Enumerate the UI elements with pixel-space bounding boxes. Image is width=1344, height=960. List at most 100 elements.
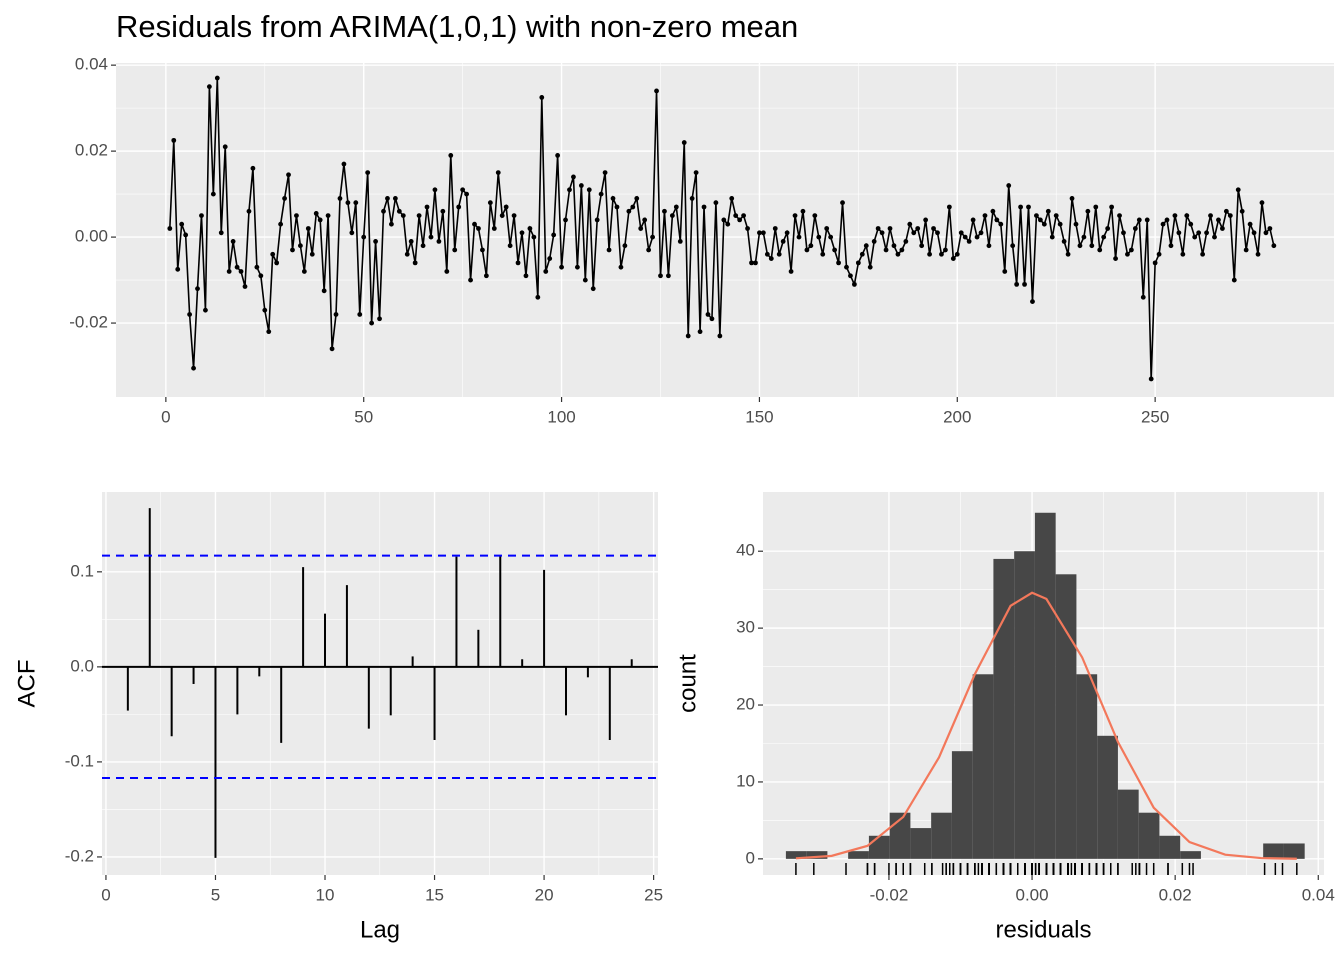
- point: [1136, 217, 1142, 223]
- point: [1117, 213, 1122, 218]
- y-tick-label: 40: [736, 541, 755, 560]
- point: [681, 140, 687, 145]
- point: [1037, 217, 1043, 223]
- point: [808, 243, 814, 249]
- point: [551, 232, 557, 238]
- point: [262, 307, 268, 313]
- histogram-bar: [1097, 735, 1118, 859]
- x-tick-label: 0.00: [1016, 885, 1049, 904]
- point: [1160, 221, 1166, 227]
- point: [1113, 256, 1118, 261]
- point: [234, 264, 240, 270]
- histogram-bar: [1117, 789, 1139, 859]
- point: [879, 230, 885, 236]
- point: [468, 277, 473, 283]
- point: [642, 217, 648, 223]
- point: [373, 238, 378, 244]
- point: [598, 191, 604, 197]
- point: [1220, 226, 1225, 231]
- point: [768, 256, 774, 261]
- point: [381, 208, 386, 214]
- point: [396, 208, 402, 214]
- histogram-bar: [868, 835, 890, 859]
- point: [503, 204, 509, 210]
- point: [444, 269, 450, 274]
- x-tick-label: 25: [644, 885, 663, 904]
- point: [1022, 281, 1027, 287]
- point: [499, 213, 505, 218]
- y-tick-label: 20: [736, 695, 755, 714]
- point: [353, 200, 359, 206]
- point: [448, 153, 454, 158]
- point: [867, 264, 873, 270]
- point: [167, 226, 173, 231]
- point: [183, 232, 189, 238]
- point: [844, 264, 849, 270]
- point: [970, 217, 976, 223]
- point: [990, 208, 996, 214]
- point: [563, 217, 568, 223]
- point: [523, 273, 529, 279]
- histogram-bar: [785, 851, 807, 859]
- point: [689, 196, 695, 201]
- histogram-bar: [993, 558, 1015, 859]
- point: [203, 307, 208, 313]
- point: [796, 234, 802, 240]
- point: [685, 333, 691, 339]
- point: [385, 196, 390, 201]
- point: [519, 230, 525, 236]
- point: [907, 221, 913, 227]
- point: [1026, 204, 1031, 210]
- point: [1140, 294, 1146, 300]
- y-tick-label: 0.00: [75, 227, 108, 246]
- point: [658, 273, 663, 279]
- point: [1069, 196, 1075, 201]
- point: [230, 238, 236, 244]
- histogram-bar: [1263, 843, 1284, 859]
- point: [1041, 221, 1047, 227]
- point: [851, 281, 857, 287]
- point: [1255, 251, 1261, 257]
- point: [1200, 251, 1206, 257]
- point: [780, 238, 786, 244]
- density-curve: [795, 591, 1297, 860]
- point: [270, 251, 276, 257]
- point: [792, 213, 798, 218]
- point: [1045, 208, 1051, 214]
- point: [935, 230, 940, 236]
- y-tick-label: 0.0: [70, 656, 94, 675]
- point: [476, 226, 481, 231]
- histogram-bar: [1159, 835, 1181, 859]
- point: [472, 221, 477, 227]
- point: [622, 243, 628, 249]
- point: [1002, 269, 1008, 274]
- point: [709, 316, 715, 322]
- point: [1239, 208, 1245, 214]
- point: [337, 196, 343, 201]
- point: [582, 277, 588, 283]
- point: [1010, 243, 1016, 249]
- point: [911, 230, 917, 236]
- point: [954, 251, 960, 257]
- point: [614, 204, 620, 210]
- y-tick-label: 0.04: [75, 55, 108, 74]
- point: [832, 247, 838, 253]
- y-tick-label: 10: [736, 771, 755, 790]
- chart-title: Residuals from ARIMA(1,0,1) with non-zer…: [116, 9, 798, 44]
- histogram-bar: [1034, 512, 1056, 859]
- point: [515, 260, 521, 266]
- point: [713, 200, 719, 206]
- point: [701, 204, 707, 210]
- point: [206, 84, 212, 90]
- point: [1125, 251, 1130, 257]
- point: [939, 251, 944, 257]
- point: [666, 273, 671, 279]
- point: [1176, 230, 1182, 236]
- point: [242, 284, 248, 289]
- point: [784, 230, 790, 236]
- point: [1156, 251, 1162, 257]
- point: [578, 183, 584, 188]
- point: [828, 234, 834, 240]
- point: [329, 346, 335, 352]
